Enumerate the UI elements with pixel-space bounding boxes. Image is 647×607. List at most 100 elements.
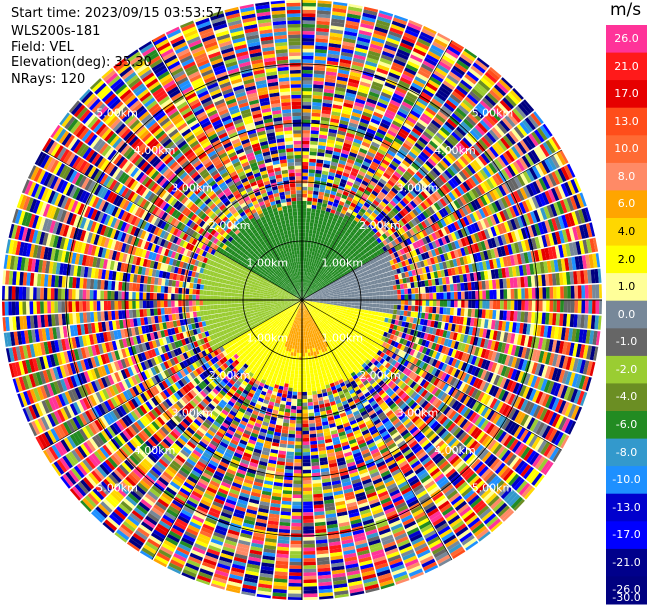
range-gate — [309, 369, 314, 374]
range-gate — [569, 196, 578, 210]
range-gate — [414, 44, 428, 54]
range-gate — [316, 24, 330, 29]
range-gate — [339, 119, 349, 126]
range-gate — [347, 264, 353, 269]
range-gate — [358, 170, 366, 177]
range-gate — [461, 168, 471, 179]
range-gate — [467, 308, 472, 317]
range-gate — [351, 64, 364, 71]
range-gate — [382, 262, 388, 268]
range-gate — [413, 159, 423, 168]
range-gate — [323, 248, 328, 253]
range-gate — [311, 383, 316, 388]
range-gate — [512, 205, 520, 217]
range-gate — [460, 101, 472, 113]
range-gate — [404, 156, 413, 165]
range-gate — [307, 243, 311, 248]
range-gate — [369, 296, 373, 300]
range-gate — [302, 147, 310, 152]
range-gate — [394, 55, 408, 64]
range-gate — [304, 294, 307, 298]
range-gate — [468, 68, 482, 79]
range-gate — [449, 165, 459, 175]
range-gate — [396, 110, 408, 119]
range-gate — [323, 260, 327, 265]
range-gate — [424, 145, 434, 155]
range-gate — [494, 124, 505, 137]
range-gate — [345, 184, 352, 190]
range-gate — [405, 223, 412, 230]
range-gate — [362, 223, 368, 229]
range-gate — [439, 198, 447, 207]
range-gate — [367, 183, 375, 190]
range-gate — [310, 273, 314, 278]
range-gate — [307, 197, 313, 202]
range-gate — [390, 65, 403, 74]
range-gate — [330, 240, 336, 245]
range-gate — [454, 144, 465, 155]
range-gate — [462, 153, 472, 164]
range-gate — [387, 202, 395, 210]
range-gate — [446, 307, 451, 315]
range-gate — [405, 230, 412, 238]
range-gate — [360, 216, 367, 223]
range-gate — [391, 20, 406, 29]
range-gate — [363, 271, 368, 276]
range-gate — [440, 218, 447, 227]
range-gate — [342, 234, 348, 240]
range-gate — [441, 54, 455, 65]
range-gate — [397, 131, 408, 140]
range-gate — [422, 25, 437, 35]
range-gate — [348, 205, 355, 211]
range-gate — [328, 290, 333, 293]
range-gate — [339, 255, 345, 260]
range-gate — [309, 247, 313, 252]
range-gate — [304, 290, 307, 294]
range-gate — [348, 281, 353, 285]
range-gate — [468, 177, 477, 188]
range-gate — [409, 243, 415, 251]
range-gate — [340, 295, 345, 298]
range-gate — [306, 204, 312, 209]
range-gate — [361, 74, 373, 81]
range-gate — [468, 300, 472, 308]
range-gate — [437, 129, 448, 139]
range-gate — [416, 139, 426, 149]
range-gate — [482, 300, 487, 309]
range-gate — [343, 306, 348, 310]
range-gate — [404, 194, 412, 203]
range-gate — [528, 167, 538, 180]
range-gate — [399, 189, 407, 197]
range-gate — [491, 86, 504, 99]
range-gate — [310, 373, 315, 378]
range-gate — [303, 289, 305, 294]
range-gate — [467, 282, 472, 291]
range-gate — [435, 35, 450, 45]
range-gate — [343, 239, 349, 245]
range-gate — [357, 36, 371, 44]
range-gate — [550, 154, 560, 169]
range-gate — [353, 260, 359, 265]
range-gate — [581, 300, 586, 314]
range-gate — [521, 200, 530, 213]
range-gate — [307, 292, 311, 296]
range-gate — [304, 295, 308, 298]
range-gate — [334, 176, 341, 182]
range-gate — [409, 210, 417, 219]
range-gate — [421, 113, 433, 122]
range-gate — [432, 306, 437, 314]
range-gate — [423, 219, 431, 227]
range-gate — [457, 291, 462, 300]
range-gate — [348, 225, 354, 231]
range-gate — [429, 215, 437, 224]
range-gate — [364, 234, 371, 241]
range-gate — [401, 260, 407, 267]
range-gate — [302, 243, 305, 247]
range-gate — [522, 119, 534, 133]
range-gate — [560, 166, 570, 181]
range-gate — [319, 127, 329, 132]
range-gate — [392, 269, 398, 275]
range-gate — [359, 183, 367, 190]
range-gate — [509, 206, 517, 218]
range-gate — [346, 269, 351, 274]
